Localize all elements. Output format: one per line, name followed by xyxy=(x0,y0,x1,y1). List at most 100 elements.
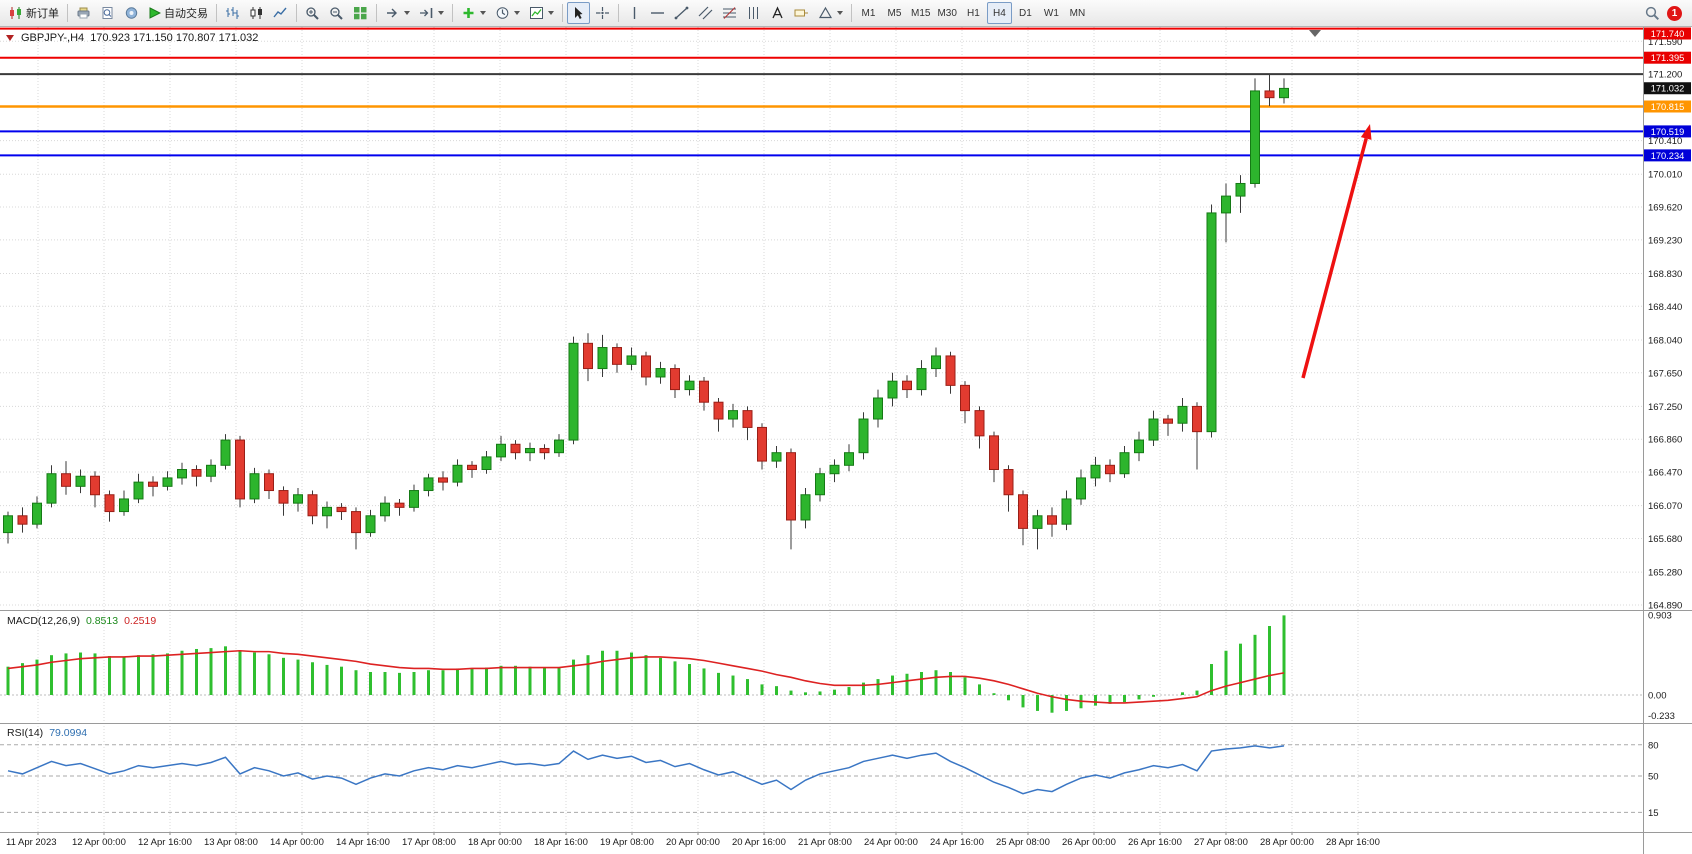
bull-candle xyxy=(206,464,216,477)
text-label-tool-button[interactable] xyxy=(790,2,813,24)
chart-shift-button[interactable] xyxy=(415,2,448,24)
timeframe-m30-button[interactable]: M30 xyxy=(934,2,959,24)
auto-scroll-button[interactable] xyxy=(381,2,414,24)
chart-shift-marker[interactable] xyxy=(1309,30,1321,37)
shapes-tool-button[interactable] xyxy=(814,2,847,24)
toolbar-separator xyxy=(851,4,852,22)
crosshair-tool-button[interactable] xyxy=(591,2,614,24)
trendline-tool-button[interactable] xyxy=(670,2,693,24)
symbol-marker-icon xyxy=(6,35,14,41)
price-axis[interactable]: 171.590 171.200 170.410 170.010 169.620 169.2… xyxy=(1648,37,1682,612)
bull-candle xyxy=(249,473,260,500)
bear-candle xyxy=(191,469,202,477)
price-tag-label: 171.740 xyxy=(1651,29,1685,39)
line-chart-button[interactable] xyxy=(269,2,292,24)
cycle-lines-tool-button[interactable] xyxy=(742,2,765,24)
bear-candle xyxy=(336,506,347,513)
time-axis-label: 11 Apr 2023 xyxy=(6,837,57,848)
text-tool-button[interactable] xyxy=(766,2,789,24)
bear-candle xyxy=(467,464,477,471)
trend-arrow[interactable] xyxy=(1301,124,1372,379)
macd-main-value: 0.8513 xyxy=(85,615,119,627)
bull-candle xyxy=(162,477,173,487)
bull-candle xyxy=(119,498,129,513)
zoom-out-button[interactable] xyxy=(325,2,348,24)
timeframe-d1-button[interactable]: D1 xyxy=(1013,2,1038,24)
auto-trading-label: 自动交易 xyxy=(164,8,208,20)
time-axis-label: 26 Apr 00:00 xyxy=(1062,837,1116,848)
bull-candle xyxy=(1221,195,1231,214)
bull-candle xyxy=(887,380,898,399)
bear-candle xyxy=(713,401,724,420)
sound-button[interactable] xyxy=(120,2,143,24)
tile-windows-icon xyxy=(354,7,367,20)
timeframe-h4-button[interactable]: H4 xyxy=(986,2,1012,24)
bull-candle xyxy=(409,490,419,508)
print-preview-button[interactable] xyxy=(96,2,119,24)
bull-candle xyxy=(858,418,869,454)
bull-candle xyxy=(481,456,492,471)
auto-trading-play-icon xyxy=(149,7,161,19)
channel-tool-button[interactable] xyxy=(694,2,717,24)
timeframe-mn-button[interactable]: MN xyxy=(1065,2,1090,24)
new-order-button[interactable]: 新订单 xyxy=(4,2,63,24)
shapes-icon xyxy=(818,6,833,19)
timeframe-m5-button[interactable]: M5 xyxy=(882,2,907,24)
time-axis-label: 27 Apr 08:00 xyxy=(1194,837,1248,848)
tile-windows-button[interactable] xyxy=(349,2,372,24)
macd-signal-value: 0.2519 xyxy=(124,615,157,627)
price-axis-label: 168.040 xyxy=(1648,335,1682,346)
bull-candle xyxy=(931,355,941,370)
templates-button[interactable] xyxy=(525,2,558,24)
bear-candle xyxy=(17,515,28,525)
bear-candle xyxy=(235,439,245,500)
template-icon xyxy=(530,7,543,19)
price-axis-label: 167.250 xyxy=(1648,402,1682,413)
trend-arrow-head[interactable] xyxy=(1360,124,1372,140)
notification-badge[interactable]: 1 xyxy=(1667,5,1682,21)
price-axis-label: 165.680 xyxy=(1648,534,1682,545)
fibonacci-tool-button[interactable] xyxy=(718,2,741,24)
horizontal-level-lines[interactable] xyxy=(0,27,1643,157)
bear-candle xyxy=(974,410,985,437)
candlestick-chart-icon xyxy=(250,7,262,19)
bull-candle xyxy=(365,515,376,534)
symbol-period-label: GBPJPY-,H4 xyxy=(21,32,85,44)
timeframe-w1-button[interactable]: W1 xyxy=(1039,2,1064,24)
bear-candle xyxy=(1163,418,1173,424)
text-tool-icon xyxy=(772,6,783,19)
bear-candle xyxy=(148,481,158,487)
cursor-tool-button[interactable] xyxy=(567,2,590,24)
auto-trading-button[interactable]: 自动交易 xyxy=(144,2,212,24)
candlestick-series xyxy=(3,74,1289,550)
toolbar-separator xyxy=(67,4,68,22)
price-axis-label: 169.230 xyxy=(1648,235,1682,246)
vertical-line-tool-button[interactable] xyxy=(623,2,645,24)
add-indicator-button[interactable] xyxy=(457,2,490,24)
price-tag xyxy=(1644,82,1691,95)
zoom-in-button[interactable] xyxy=(301,2,324,24)
print-button[interactable] xyxy=(72,2,95,24)
bull-candle xyxy=(815,473,825,496)
search-button[interactable] xyxy=(1641,2,1664,24)
horizontal-line-tool-button[interactable] xyxy=(646,2,669,24)
rsi-value: 79.0994 xyxy=(49,727,88,739)
timeframe-m1-button[interactable]: M1 xyxy=(856,2,881,24)
bull-candle xyxy=(1177,405,1188,424)
bear-candle xyxy=(1105,464,1115,475)
candlestick-chart-button[interactable] xyxy=(245,2,268,24)
bull-candle xyxy=(568,342,579,441)
toolbar-separator xyxy=(562,4,563,22)
bull-candle xyxy=(380,502,390,517)
time-axis-label: 21 Apr 08:00 xyxy=(798,837,852,848)
bear-candle xyxy=(742,410,753,428)
timeframe-h1-button[interactable]: H1 xyxy=(961,2,986,24)
trend-arrow-shaft[interactable] xyxy=(1301,138,1368,379)
timeframe-m15-button[interactable]: M15 xyxy=(908,2,933,24)
price-axis-label: 168.440 xyxy=(1648,302,1682,313)
time-axis-label: 14 Apr 16:00 xyxy=(336,837,390,848)
periods-button[interactable] xyxy=(491,2,524,24)
bar-chart-button[interactable] xyxy=(221,2,244,24)
macd-name: MACD(12,26,9) xyxy=(7,615,80,627)
